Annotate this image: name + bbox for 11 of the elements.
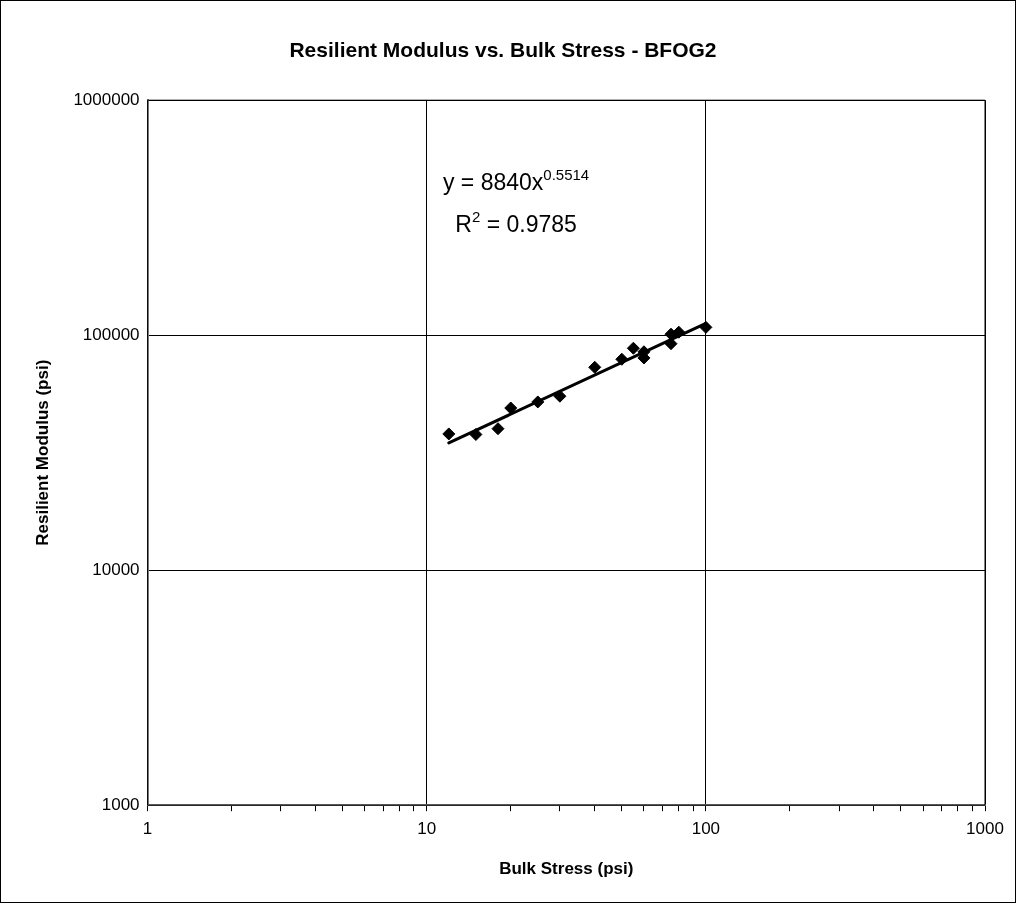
x-tick-label: 1000: [966, 819, 1004, 839]
x-axis-title: Bulk Stress (psi): [499, 859, 634, 879]
y-tick-label: 10000: [92, 559, 140, 579]
y-tick-label: 100000: [82, 324, 140, 344]
chart-title: Resilient Modulus vs. Bulk Stress - BFOG2: [289, 38, 717, 62]
x-tick-label: 100: [691, 819, 721, 839]
y-tick-label: 1000: [101, 794, 140, 814]
x-tick-label: 1: [142, 819, 153, 839]
y-tick-label: 1000000: [73, 89, 140, 109]
x-tick-label: 10: [417, 819, 437, 839]
y-axis-title: Resilient Modulus (psi): [32, 359, 52, 546]
